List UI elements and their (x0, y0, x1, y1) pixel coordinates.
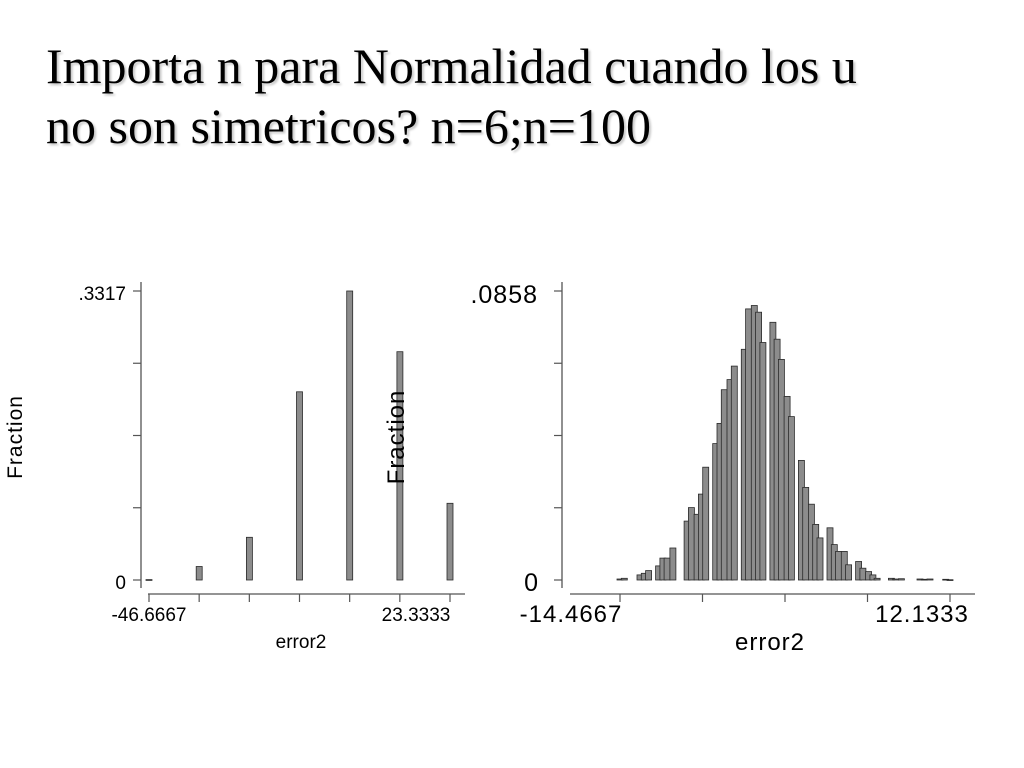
bar (296, 391, 303, 581)
slide-title: Importa n para Normalidad cuando los u n… (46, 36, 1006, 156)
bar (663, 557, 671, 581)
bar (892, 578, 900, 581)
y-tick-label-zero: 0 (524, 569, 538, 597)
bar (620, 577, 628, 581)
y-ticks (554, 290, 562, 581)
bar (346, 290, 354, 581)
x-ticks (619, 594, 951, 602)
x-axis-label: error2 (735, 629, 805, 656)
bars (616, 305, 954, 581)
bar (396, 351, 404, 581)
bar (778, 358, 785, 581)
y-tick-label-top: .0858 (470, 281, 538, 309)
bar (788, 416, 795, 581)
bar (745, 308, 752, 581)
bar (845, 564, 852, 581)
bar (645, 570, 652, 581)
y-ticks (133, 290, 141, 581)
bar (873, 577, 881, 581)
bar (920, 578, 928, 581)
x-tick-label-max: 12.1333 (875, 601, 969, 628)
slide-title-line-1: Importa n para Normalidad cuando los u (46, 38, 857, 94)
bar (702, 466, 710, 581)
bar (816, 537, 824, 581)
bar (688, 507, 695, 581)
bar (946, 579, 954, 581)
bar (669, 547, 677, 581)
y-tick-label-zero: 0 (115, 573, 126, 594)
bar (869, 574, 877, 581)
bars (145, 290, 454, 581)
bar (730, 365, 738, 581)
slide-title-line-2: no son simetricos? n=6;n=100 (46, 98, 651, 154)
histogram-n100: .0858 0 -14.4667 12.1333 error2 Fraction (383, 281, 975, 656)
bar (835, 551, 842, 581)
y-tick-label-top: .3317 (78, 284, 126, 305)
x-ticks (148, 594, 451, 602)
x-axis-label: error2 (276, 632, 327, 653)
y-axis-label: Fraction (383, 390, 410, 485)
bar (759, 342, 767, 581)
bar (446, 502, 454, 581)
bar (859, 567, 867, 581)
y-axis-label: Fraction (4, 395, 27, 479)
bar (926, 578, 934, 581)
x-tick-label-min: -14.4667 (520, 601, 623, 628)
x-tick-label-max: 23.3333 (382, 605, 451, 626)
bar (898, 578, 905, 581)
bar (145, 579, 153, 581)
bar (720, 389, 728, 581)
bar (245, 536, 253, 581)
bar (195, 566, 203, 581)
histogram-n6: .3317 0 -46.6667 23.3333 error2 Fraction (4, 282, 465, 653)
bar (802, 486, 810, 581)
x-tick-label-min: -46.6667 (111, 605, 186, 626)
